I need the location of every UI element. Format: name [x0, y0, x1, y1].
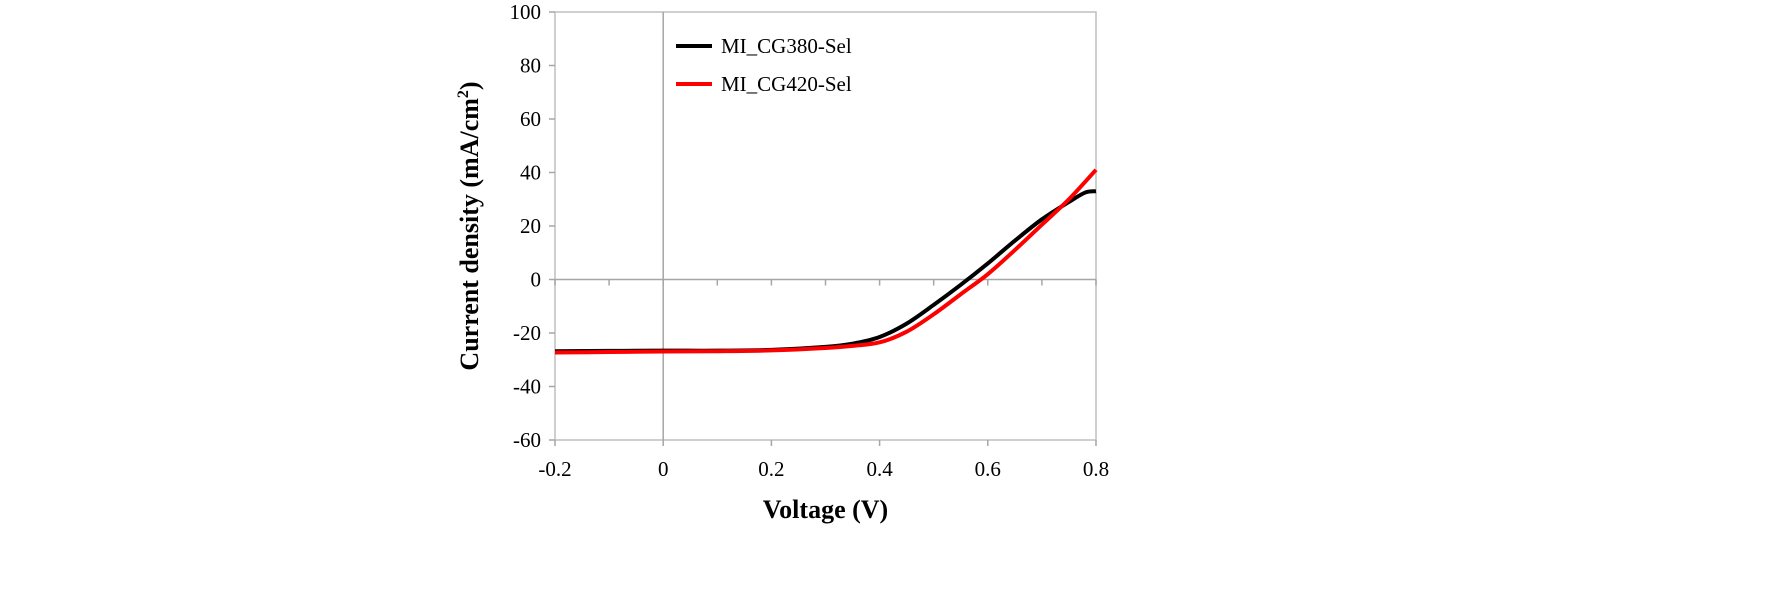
x-tick-label: 0.8 — [1083, 457, 1109, 481]
x-tick-label: 0.4 — [866, 457, 893, 481]
y-tick-label: 0 — [531, 268, 542, 292]
series-line-0 — [554, 189, 1097, 354]
x-tick-label: 0.6 — [975, 457, 1001, 481]
x-axis-title: Voltage (V) — [763, 495, 888, 524]
x-tick-label: 0.2 — [758, 457, 784, 481]
y-tick-label: -40 — [513, 375, 541, 399]
legend-label-mi-cg420-sel: MI_CG420-Sel — [721, 72, 852, 96]
legend-label-mi-cg380-sel: MI_CG380-Sel — [721, 34, 852, 58]
y-tick-label: 80 — [520, 54, 541, 78]
y-tick-label: 100 — [510, 0, 542, 24]
x-tick-label: 0 — [658, 457, 669, 481]
legend: MI_CG380-Sel MI_CG420-Sel — [676, 34, 852, 96]
tick-labels: -60 -40 -20 0 20 40 60 80 100 -0.2 0 0.2 0.4 0.6 0.8 — [510, 0, 1110, 481]
series-lines — [554, 168, 1098, 355]
y-axis-title-superscript: 2 — [455, 90, 472, 98]
y-axis-title: Current density (mA/cm2) — [455, 81, 484, 370]
y-axis-title-main: Current density (mA/cm — [455, 98, 484, 371]
y-tick-label: -60 — [513, 428, 541, 452]
y-axis-title-close: ) — [455, 81, 484, 90]
x-tick-label: -0.2 — [538, 457, 571, 481]
y-tick-label: 20 — [520, 214, 541, 238]
series-line-1 — [554, 168, 1098, 355]
y-tick-label: 40 — [520, 161, 541, 185]
y-tick-label: 60 — [520, 107, 541, 131]
y-tick-label: -20 — [513, 321, 541, 345]
axis-ticks — [549, 11, 1097, 446]
